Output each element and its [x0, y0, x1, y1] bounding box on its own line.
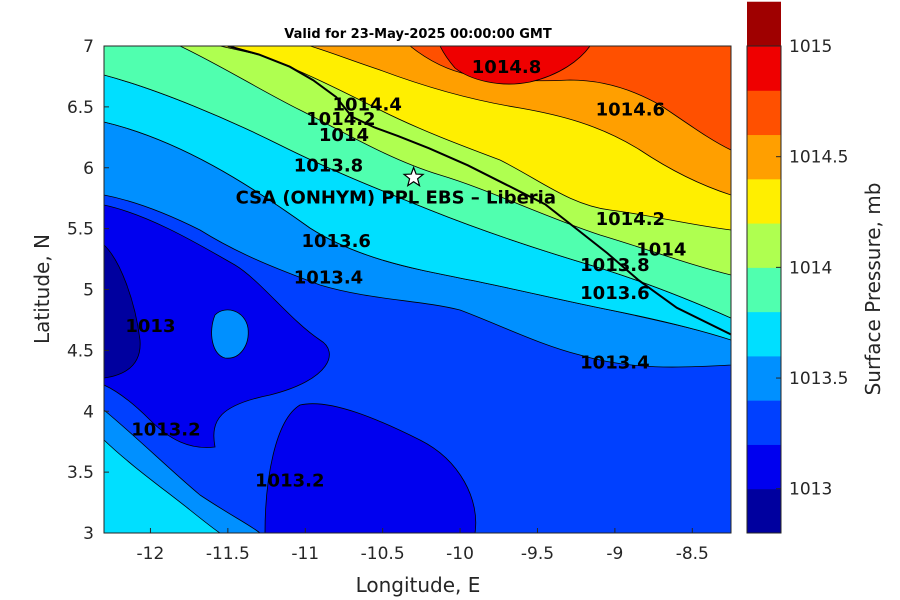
- colorbar-swatch: [747, 311, 781, 357]
- y-tick-label: 6: [83, 159, 94, 179]
- contour-labels: 1014.81014.61014.41014.210141013.81014.2…: [125, 57, 686, 492]
- colorbar-tick-label: 1013.5: [789, 369, 848, 389]
- plot-area: 1014.81014.61014.41014.210141013.81014.2…: [104, 46, 731, 533]
- contour-label: 1014.6: [596, 99, 665, 120]
- colorbar-swatch: [747, 178, 781, 224]
- x-tick-label: -11: [291, 544, 319, 564]
- y-axis-ticks: 3 3.5 4 4.5 5 5.5 6 6.5 7: [67, 37, 109, 544]
- x-tick-label: -10: [446, 544, 474, 564]
- colorbar-swatch: [747, 223, 781, 268]
- y-tick-label: 7: [83, 37, 94, 57]
- site-label: CSA (ONHYM) PPL EBS – Liberia: [236, 187, 556, 208]
- contour-label: 1013.8: [294, 155, 363, 176]
- y-tick-label: 4: [83, 402, 94, 422]
- x-tick-label: -10.5: [361, 544, 405, 564]
- colorbar-swatch: [747, 46, 781, 91]
- colorbar-tick-label: 1014.5: [789, 148, 848, 168]
- coastline: [227, 46, 731, 336]
- island-1013-4: [211, 309, 249, 359]
- colorbar-tick-label: 1015: [789, 37, 832, 57]
- star-icon: [402, 165, 425, 187]
- contour-label: 1014.2: [306, 109, 375, 130]
- contour-label: 1013.4: [580, 353, 649, 374]
- x-tick-label: -9.5: [521, 544, 554, 564]
- colorbar-swatch: [747, 90, 781, 136]
- colorbar-swatch: [747, 134, 781, 180]
- colorbar-swatch: [747, 400, 781, 445]
- band-1013-6-left: [104, 439, 221, 533]
- contour-label: 1013.2: [255, 471, 324, 492]
- x-tick-label: -9: [606, 544, 623, 564]
- contour-label: 1013.6: [301, 231, 370, 252]
- x-tick-label: -11.5: [206, 544, 250, 564]
- contour-label: 1014: [636, 239, 686, 260]
- contour-label: 1013.2: [131, 420, 200, 441]
- x-axis-label: Longitude, E: [356, 573, 481, 597]
- colorbar-swatch: [747, 444, 781, 490]
- contour-label: 1014: [319, 125, 369, 146]
- contour-label: 1013.8: [580, 255, 649, 276]
- colorbar-frame: [746, 45, 782, 534]
- y-tick-label: 5: [83, 281, 94, 301]
- y-tick-label: 3: [83, 524, 94, 544]
- x-axis-ticks: -12 -11.5 -11 -10.5 -10 -9.5 -9 -8.5: [137, 528, 709, 564]
- band-1012-8: [104, 244, 141, 379]
- colorbar: 1013 1013.5 1014 1014.5 1015: [746, 1, 848, 534]
- contour-label: 1014.2: [596, 209, 665, 230]
- colorbar-swatch: [747, 355, 781, 401]
- colorbar-label: Surface Pressure, mb: [861, 183, 885, 396]
- contour-label: 1013: [125, 316, 175, 337]
- colorbar-tick-label: 1013: [789, 480, 832, 500]
- y-tick-label: 5.5: [67, 220, 94, 240]
- colorbar-swatch: [747, 1, 781, 47]
- y-axis-label: Latitude, N: [30, 234, 54, 344]
- x-tick-label: -8.5: [676, 544, 709, 564]
- contour-label: 1013.4: [294, 267, 363, 288]
- band-1014-8: [439, 46, 591, 85]
- contour-label: 1014.8: [472, 57, 541, 78]
- y-tick-label: 6.5: [67, 98, 94, 118]
- colorbar-swatch: [747, 488, 781, 534]
- colorbar-swatch: [747, 267, 781, 313]
- chart-title: Valid for 23-May-2025 00:00:00 GMT: [284, 27, 552, 42]
- band-1013-low-south: [264, 403, 477, 533]
- colorbar-tick-label: 1014: [789, 258, 832, 278]
- y-tick-label: 3.5: [67, 463, 94, 483]
- site-marker: CSA (ONHYM) PPL EBS – Liberia: [236, 165, 556, 208]
- contour-label: 1013.6: [580, 283, 649, 304]
- y-tick-label: 4.5: [67, 341, 94, 361]
- x-tick-label: -12: [137, 544, 165, 564]
- contour-label: 1014.4: [332, 95, 401, 116]
